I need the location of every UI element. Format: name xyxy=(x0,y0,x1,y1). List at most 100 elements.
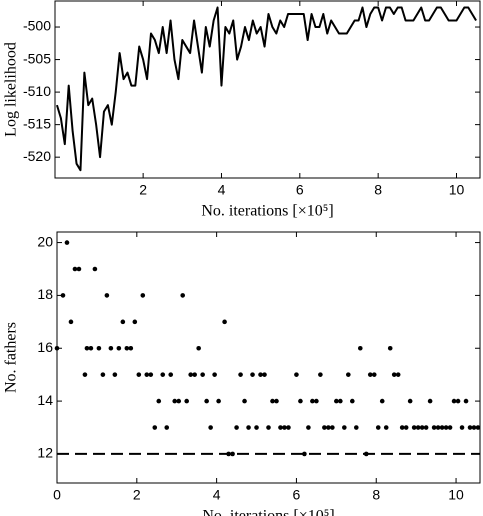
point xyxy=(108,345,114,351)
point xyxy=(152,425,158,430)
point xyxy=(399,425,405,430)
point xyxy=(188,372,193,377)
point xyxy=(350,398,355,404)
point xyxy=(379,398,385,404)
point xyxy=(278,425,283,430)
point xyxy=(439,425,445,430)
point xyxy=(246,425,251,430)
point xyxy=(330,425,335,430)
point xyxy=(318,372,323,377)
x-tick-label: 6 xyxy=(296,182,304,198)
point xyxy=(334,398,339,404)
point xyxy=(68,319,74,325)
x-tick-label: 2 xyxy=(139,182,147,198)
point xyxy=(64,240,70,245)
point xyxy=(84,345,90,351)
x-tick-label: 8 xyxy=(374,182,382,198)
point xyxy=(353,425,359,430)
point xyxy=(124,345,130,351)
point xyxy=(443,425,449,430)
point xyxy=(427,398,433,404)
line xyxy=(56,6,477,172)
point xyxy=(226,451,231,457)
point xyxy=(76,266,82,272)
point xyxy=(96,345,102,351)
point xyxy=(258,372,263,377)
point xyxy=(455,398,461,404)
point xyxy=(222,319,227,325)
point xyxy=(112,372,118,377)
x-tick-label: 6 xyxy=(293,487,301,503)
point xyxy=(459,425,465,430)
point xyxy=(314,398,319,404)
point xyxy=(254,425,259,430)
point xyxy=(160,372,166,377)
point xyxy=(192,372,197,377)
point xyxy=(216,398,221,404)
point xyxy=(302,451,307,457)
y-axis-label: No. fathers xyxy=(3,322,20,393)
x-tick-label: 10 xyxy=(449,182,465,198)
point xyxy=(415,425,421,430)
point xyxy=(338,398,343,404)
point xyxy=(250,372,255,377)
y-tick-label: 18 xyxy=(37,286,53,302)
x-tick-label: 10 xyxy=(448,487,464,503)
x-axis-label: No. iterations [×10⁵] xyxy=(201,203,333,220)
point xyxy=(212,372,217,377)
point xyxy=(475,425,481,430)
axes-frame xyxy=(54,0,481,179)
axes-frame xyxy=(56,231,481,484)
point xyxy=(60,293,66,298)
point xyxy=(411,425,417,430)
point xyxy=(104,293,110,298)
point xyxy=(274,398,279,404)
point xyxy=(262,372,267,377)
point xyxy=(326,425,331,430)
point xyxy=(387,345,393,351)
point xyxy=(54,345,60,351)
point xyxy=(395,372,401,377)
point xyxy=(184,398,189,404)
y-tick-label: -515 xyxy=(23,115,51,131)
point xyxy=(168,372,174,377)
y-tick-label: 14 xyxy=(37,392,53,408)
point xyxy=(116,345,122,351)
point xyxy=(234,425,239,430)
point xyxy=(172,398,178,404)
y-axis-label: Log likelihood xyxy=(3,42,20,137)
point xyxy=(363,451,369,457)
point xyxy=(100,372,106,377)
point xyxy=(176,398,182,404)
point xyxy=(208,425,213,430)
point xyxy=(346,372,351,377)
point xyxy=(120,319,126,325)
point xyxy=(144,372,150,377)
point xyxy=(92,266,98,272)
point xyxy=(407,398,413,404)
x-tick-label: 4 xyxy=(218,182,226,198)
point xyxy=(294,372,299,377)
point xyxy=(148,372,154,377)
point xyxy=(467,425,473,430)
point xyxy=(310,398,315,404)
point xyxy=(371,372,377,377)
point xyxy=(357,345,363,351)
point xyxy=(391,372,397,377)
point xyxy=(266,425,271,430)
point xyxy=(164,425,170,430)
y-tick-label: -500 xyxy=(23,18,51,34)
point xyxy=(242,398,247,404)
y-tick-label: 12 xyxy=(37,445,53,461)
point xyxy=(447,425,453,430)
y-tick-label: -505 xyxy=(23,50,51,66)
point xyxy=(342,425,347,430)
point xyxy=(230,451,235,457)
point xyxy=(435,425,441,430)
point xyxy=(306,425,311,430)
y-tick-label: -510 xyxy=(23,83,51,99)
point xyxy=(140,293,146,298)
x-tick-label: 2 xyxy=(133,487,141,503)
y-tick-label: 20 xyxy=(37,233,53,249)
point xyxy=(282,425,287,430)
